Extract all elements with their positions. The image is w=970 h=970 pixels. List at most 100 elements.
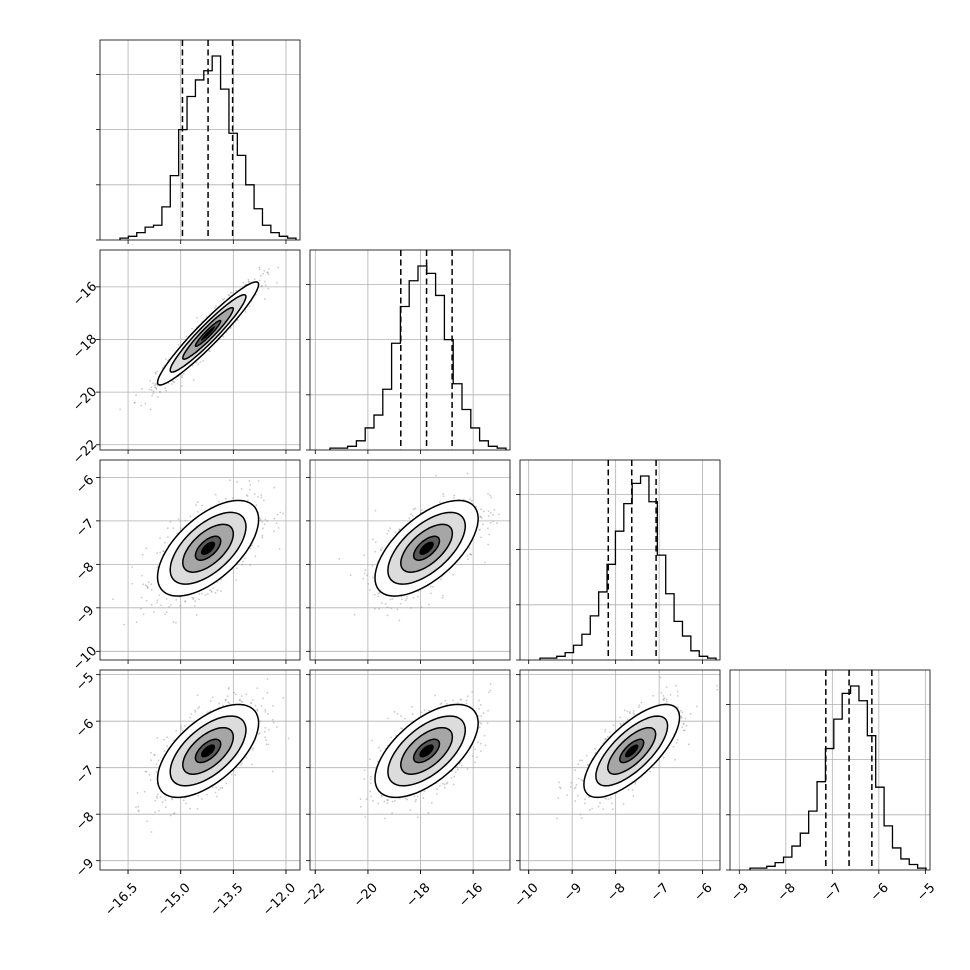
scatter-point	[435, 474, 437, 477]
scatter-point	[170, 383, 173, 385]
scatter-point	[434, 694, 436, 697]
scatter-point	[558, 786, 561, 789]
scatter-point	[257, 495, 259, 498]
scatter-point	[143, 790, 146, 793]
xtick-label-col0-2: −13.5	[208, 880, 247, 919]
scatter-point	[179, 520, 182, 522]
scatter-point	[205, 315, 208, 318]
scatter-point	[171, 798, 174, 801]
pair-0-contour-1	[169, 293, 247, 373]
scatter-point	[479, 528, 481, 531]
scatter-point	[372, 576, 374, 579]
scatter-point	[479, 704, 482, 706]
scatter-point	[141, 574, 143, 577]
scatter-point	[181, 385, 183, 387]
scatter-point	[266, 271, 269, 274]
scatter-point	[442, 782, 444, 785]
scatter-point	[450, 777, 453, 779]
scatter-point	[238, 699, 241, 702]
pair-1-frame	[99, 459, 301, 661]
scatter-point	[363, 554, 365, 557]
scatter-point	[263, 523, 266, 526]
scatter-point	[177, 518, 180, 520]
scatter-point	[137, 809, 140, 812]
pair-2-plot	[338, 472, 501, 622]
scatter-point	[150, 386, 153, 389]
scatter-point	[480, 750, 482, 753]
scatter-point	[251, 544, 254, 547]
scatter-point	[409, 809, 412, 812]
scatter-point	[466, 768, 469, 770]
scatter-point	[246, 495, 249, 497]
scatter-point	[487, 510, 490, 513]
scatter-point	[378, 591, 381, 594]
scatter-point	[150, 831, 153, 833]
scatter-point	[604, 797, 607, 800]
scatter-point	[193, 604, 196, 607]
scatter-point	[349, 574, 352, 577]
scatter-point	[369, 775, 372, 778]
scatter-point	[253, 493, 256, 495]
scatter-point	[420, 606, 423, 608]
scatter-point	[189, 515, 192, 518]
scatter-point	[224, 497, 227, 500]
scatter-point	[195, 361, 198, 364]
scatter-point	[183, 724, 186, 727]
scatter-point	[373, 593, 376, 596]
scatter-point	[380, 794, 383, 797]
scatter-point	[266, 691, 269, 694]
scatter-point	[215, 305, 217, 307]
scatter-point	[489, 689, 492, 692]
scatter-point	[152, 390, 155, 393]
scatter-point	[453, 775, 456, 778]
scatter-point	[412, 597, 415, 599]
scatter-point	[196, 694, 199, 697]
scatter-point	[231, 497, 234, 500]
scatter-point	[255, 504, 258, 507]
scatter-point	[145, 599, 148, 602]
scatter-point	[401, 598, 403, 601]
pair-4-contour-2	[400, 726, 454, 775]
hist-0-frame	[99, 39, 301, 241]
pair-panel-1-3: −22 −20 −18 −16	[298, 669, 511, 910]
scatter-point	[175, 730, 178, 732]
scatter-point	[465, 699, 468, 702]
scatter-point	[181, 374, 184, 377]
scatter-point	[228, 702, 231, 705]
scatter-point	[408, 517, 411, 520]
scatter-point	[315, 707, 317, 709]
scatter-point	[155, 383, 158, 385]
scatter-point	[230, 773, 233, 776]
scatter-point	[662, 694, 665, 697]
scatter-point	[440, 578, 442, 581]
scatter-point	[135, 621, 138, 624]
scatter-point	[413, 795, 416, 798]
scatter-point	[144, 770, 147, 773]
hist-panel-2	[516, 459, 721, 664]
scatter-point	[250, 701, 253, 704]
scatter-point	[386, 532, 389, 535]
pair-2-frame	[309, 459, 511, 661]
pair-1-contour-0	[156, 499, 260, 597]
scatter-point	[254, 555, 257, 558]
pair-5-plot	[556, 676, 719, 820]
scatter-point	[444, 699, 447, 702]
scatter-point	[262, 272, 264, 275]
scatter-point	[222, 298, 224, 301]
pair-2-contour-3	[412, 535, 441, 561]
scatter-point	[674, 758, 677, 761]
scatter-point	[191, 596, 193, 599]
scatter-point	[484, 744, 487, 747]
scatter-point	[148, 774, 151, 776]
scatter-point	[240, 700, 243, 703]
scatter-point	[256, 709, 259, 712]
scatter-point	[460, 764, 463, 767]
pair-panel-2-3: −10 −9 −8 −7 −6	[512, 669, 721, 910]
scatter-point	[363, 769, 366, 772]
scatter-point	[480, 536, 482, 539]
scatter-point	[369, 758, 371, 761]
scatter-point	[227, 686, 230, 689]
scatter-point	[378, 607, 380, 610]
scatter-point	[453, 494, 456, 497]
scatter-point	[486, 527, 489, 530]
